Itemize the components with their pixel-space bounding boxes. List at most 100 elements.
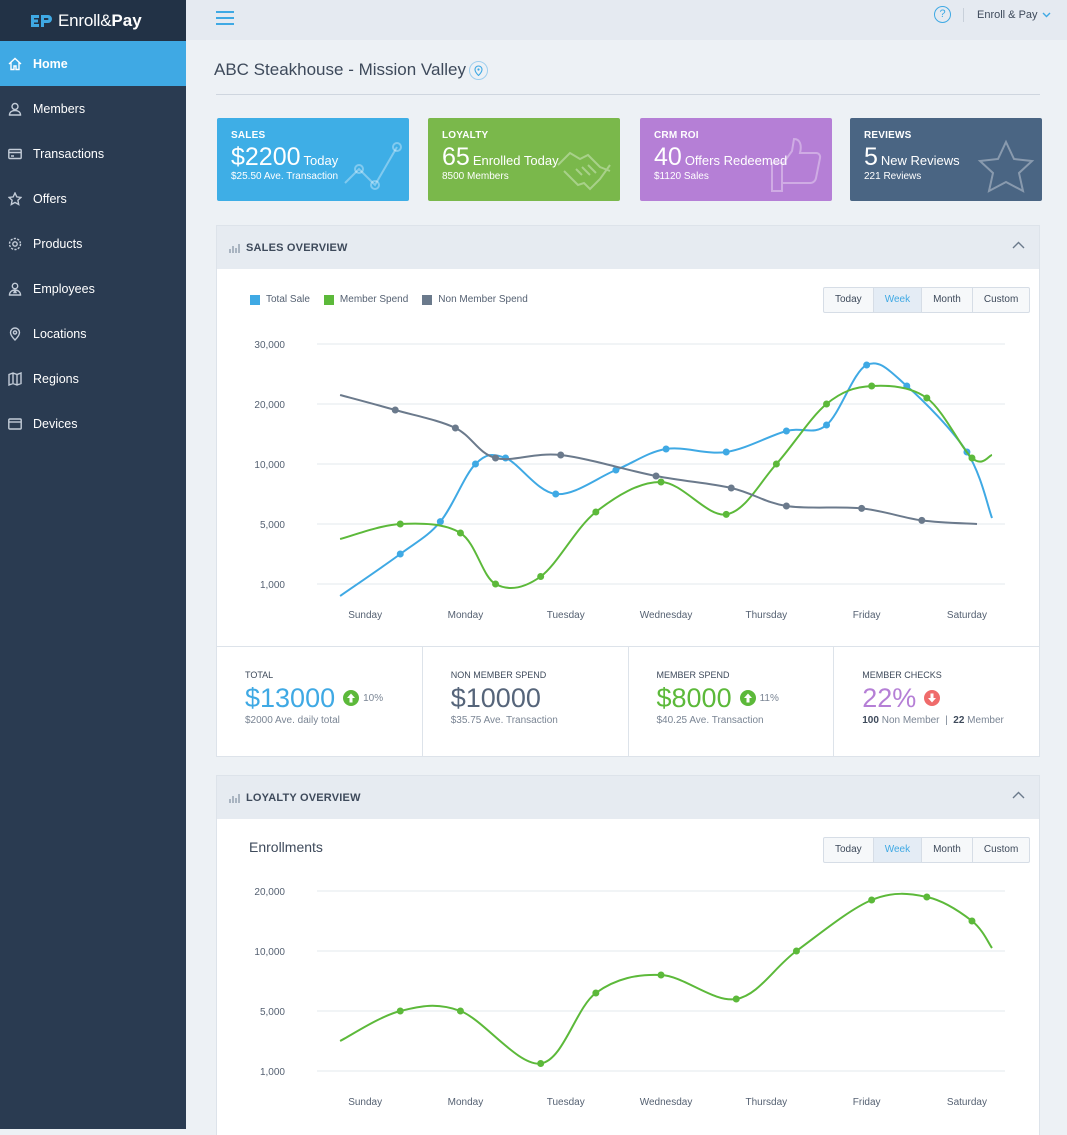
sidebar-item-members[interactable]: Members (0, 86, 186, 131)
kpi-card-sales[interactable]: SALES $2200 Today $25.50 Ave. Transaction (217, 118, 409, 201)
range-custom[interactable]: Custom (983, 844, 1019, 855)
sidebar-item-label: Home (33, 56, 68, 71)
brand-name-light: Enroll& (58, 10, 112, 30)
series-line-total-sale (339, 362, 993, 597)
y-tick-label: 5,000 (260, 1007, 285, 1018)
non-member-count: 100 (862, 715, 879, 726)
stat-pct: 10% (363, 692, 384, 704)
stat-value: $10000 (450, 682, 541, 713)
kpi-card-crm-roi[interactable]: CRM ROI 40 Offers Redeemed $1120 Sales (640, 118, 832, 201)
range-today[interactable]: Today (824, 288, 874, 312)
kpi-label: LOYALTY (442, 130, 489, 141)
stat-label: TOTAL (245, 670, 274, 680)
range-today[interactable]: Today (824, 838, 874, 862)
sidebar-item-products[interactable]: Products (0, 221, 186, 266)
topbar: ? Enroll & Pay (186, 0, 1067, 40)
user-menu[interactable]: Enroll & Pay (977, 9, 1051, 21)
legend-item-member-spend[interactable]: Member Spend (323, 294, 408, 305)
sidebar-item-home[interactable]: Home (0, 41, 186, 86)
series-line-enrollments (339, 892, 993, 1065)
sidebar-item-regions[interactable]: Regions (0, 356, 186, 401)
data-point (968, 917, 976, 925)
range-custom[interactable]: Custom (983, 294, 1019, 305)
sidebar-item-employees[interactable]: Employees (0, 266, 186, 311)
sidebar-item-locations[interactable]: Locations (0, 311, 186, 356)
brand-logo[interactable]: Enroll& Pay (0, 0, 186, 41)
collapse-chevron-icon[interactable] (1012, 241, 1025, 249)
member-label: Member (967, 715, 1004, 726)
data-point (492, 454, 500, 462)
x-tick-label: Tuesday (547, 610, 585, 621)
data-point (657, 971, 665, 979)
sidebar-nav: Home Members Transactions Offers Product… (0, 41, 186, 446)
range-week[interactable]: Week (873, 288, 923, 312)
data-point (436, 518, 444, 526)
data-point (782, 502, 790, 510)
range-month[interactable]: Month (922, 838, 973, 862)
user-menu-label: Enroll & Pay (977, 9, 1038, 21)
y-tick-label: 20,000 (254, 887, 285, 898)
sidebar-item-label: Regions (33, 371, 79, 386)
home-icon (8, 57, 22, 70)
kpi-unit: Offers Redeemed (684, 153, 788, 168)
loyalty-overview-header[interactable]: LOYALTY OVERVIEW (217, 776, 1039, 819)
chevron-down-icon (1042, 12, 1051, 18)
trend-up-icon (739, 690, 756, 706)
data-point (792, 947, 800, 955)
sidebar-item-transactions[interactable]: Transactions (0, 131, 186, 176)
range-week[interactable]: Week (873, 838, 923, 862)
data-point (456, 1007, 464, 1015)
sidebar-item-label: Locations (33, 326, 87, 341)
loyalty-overview-panel: LOYALTY OVERVIEW Enrollments Today Week … (216, 775, 1040, 1135)
x-tick-label: Sunday (348, 610, 382, 621)
sales-overview-header[interactable]: SALES OVERVIEW (217, 226, 1039, 269)
stat-member-checks: MEMBER CHECKS 22% 100 Non Member | 22 Me… (834, 647, 1039, 757)
legend-item-total-sale[interactable]: Total Sale (250, 294, 310, 305)
data-point (782, 427, 790, 435)
chart-legend: Total Sale Member Spend Non Member Spend (250, 294, 542, 305)
data-point (557, 451, 565, 459)
panel-title: LOYALTY OVERVIEW (246, 791, 361, 804)
sidebar: Enroll& Pay Home Members Transactions Off… (0, 0, 186, 1129)
sidebar-item-devices[interactable]: Devices (0, 401, 186, 446)
legend-item-non-member-spend[interactable]: Non Member Spend (422, 294, 528, 305)
member-count: 22 (953, 715, 965, 726)
stat-label: MEMBER SPEND (656, 670, 730, 680)
stat-label: NON MEMBER SPEND (450, 670, 547, 680)
kpi-sub: 221 Reviews (864, 171, 922, 182)
x-tick-label: Tuesday (547, 1097, 585, 1108)
sidebar-item-offers[interactable]: Offers (0, 176, 186, 221)
sidebar-item-label: Devices (33, 416, 78, 431)
line-chart-icon (344, 142, 402, 190)
trend-up-icon (343, 690, 360, 706)
x-tick-label: Saturday (947, 1097, 987, 1108)
location-pin-icon[interactable] (469, 61, 488, 80)
range-month[interactable]: Month (922, 288, 973, 312)
stat-value: $13000 (245, 682, 336, 713)
sidebar-item-label: Products (33, 236, 83, 251)
series-line-non-member-spend (339, 394, 978, 525)
x-tick-label: Friday (853, 610, 881, 621)
kpi-value: 40 (654, 143, 682, 171)
x-tick-label: Monday (448, 610, 484, 621)
kpi-card-reviews[interactable]: REVIEWS 5 New Reviews 221 Reviews (850, 118, 1042, 201)
kpi-card-loyalty[interactable]: LOYALTY 65 Enrolled Today 8500 Members (428, 118, 620, 201)
stat-value: 22% (862, 682, 917, 713)
loyalty-range-selector: Today Week Month Custom (823, 837, 1031, 863)
panel-title: SALES OVERVIEW (246, 241, 348, 254)
sales-range-selector: Today Week Month Custom (823, 287, 1031, 313)
stat-sub: 100 Non Member | 22 Member (862, 715, 1039, 726)
kpi-value: $2200 (231, 143, 301, 171)
x-tick-label: Saturday (947, 610, 987, 621)
sales-line-chart: 30,000 20,000 10,000 5,000 1,000 Sunday Monday… (254, 340, 1005, 621)
x-tick-label: Wednesday (640, 610, 693, 621)
chart-subtitle: Enrollments (249, 839, 323, 855)
hamburger-menu-icon[interactable] (216, 11, 234, 25)
help-icon[interactable]: ? (934, 6, 951, 23)
collapse-chevron-icon[interactable] (1012, 791, 1025, 799)
kpi-sub: $25.50 Ave. Transaction (231, 171, 339, 182)
data-point (732, 995, 740, 1003)
data-point (858, 504, 866, 512)
stat-non-member-spend: NON MEMBER SPEND $10000 $35.75 Ave. Tran… (423, 647, 629, 757)
kpi-unit: Today (303, 153, 339, 168)
